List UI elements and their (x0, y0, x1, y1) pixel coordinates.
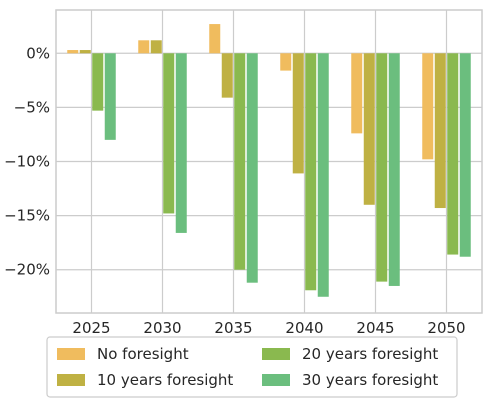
y-tick-label: −5% (14, 98, 50, 116)
grid (56, 10, 482, 313)
x-tick-label: 2045 (356, 319, 394, 337)
legend-label: No foresight (97, 345, 189, 363)
x-tick-label: 2050 (427, 319, 465, 337)
bar (234, 53, 246, 270)
bar (434, 53, 446, 209)
bar (67, 50, 79, 54)
bar (363, 53, 375, 205)
bar (92, 53, 104, 111)
plot-frame (55, 9, 483, 314)
x-tick-label: 2025 (72, 319, 110, 337)
bar (138, 40, 150, 54)
y-tick-label: −20% (4, 261, 50, 279)
ticks: 0% −5% −10% −15% −20% 2025 2030 2035 2040 2045 205… (4, 44, 466, 337)
legend-swatch (57, 348, 85, 360)
y-tick-label: −10% (4, 153, 50, 171)
bar (292, 53, 304, 174)
bar (104, 53, 116, 140)
bar (163, 53, 175, 214)
legend: No foresight 10 years foresight 20 years f… (46, 336, 458, 398)
bars (67, 24, 471, 297)
bar (459, 53, 471, 257)
legend-swatch (262, 348, 290, 360)
y-tick-label: 0% (26, 44, 50, 62)
bar (447, 53, 459, 255)
bar (246, 53, 258, 283)
bar (209, 24, 221, 54)
legend-label: 10 years foresight (97, 371, 233, 389)
legend-label: 20 years foresight (302, 345, 438, 363)
legend-swatch (262, 374, 290, 386)
bar (79, 50, 91, 54)
y-tick-label: −15% (4, 207, 50, 225)
x-tick-label: 2030 (143, 319, 181, 337)
x-tick-label: 2035 (214, 319, 252, 337)
bar (305, 53, 317, 291)
bar (422, 53, 434, 160)
bar (221, 53, 233, 98)
legend-swatch (57, 374, 85, 386)
legend-label: 30 years foresight (302, 371, 438, 389)
bar (317, 53, 329, 297)
bar (376, 53, 388, 282)
x-tick-label: 2040 (285, 319, 323, 337)
bar (175, 53, 187, 233)
bar (280, 53, 292, 71)
bar (351, 53, 363, 134)
bar (150, 40, 162, 54)
legend-box (46, 336, 458, 398)
bar (388, 53, 400, 286)
